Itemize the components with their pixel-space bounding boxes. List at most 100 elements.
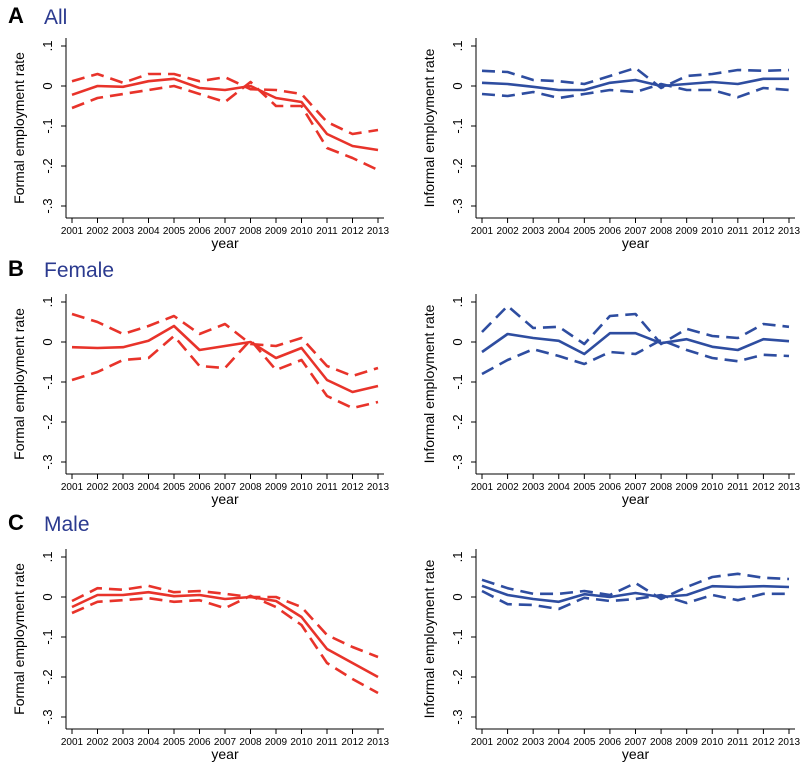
ci-line-a-right-1 xyxy=(481,66,790,90)
y-axis-title-b-left: Formal employment rate xyxy=(11,308,27,460)
chart-a-left: .1 0 -.1 -.2 -.3 2001 2002 2003 2004 2005 2006 2007… xyxy=(11,38,390,251)
ci-line-c-left-2 xyxy=(71,594,379,695)
x-tick-label-c-left: 2009 xyxy=(265,737,288,748)
estimate-line-b-right-0 xyxy=(481,331,790,356)
panel-letter-c: C xyxy=(8,510,24,535)
x-tick-label-c-left: 2007 xyxy=(214,737,237,748)
x-tick-label-a-right: 2004 xyxy=(548,226,571,237)
x-tick-label-a-left: 2003 xyxy=(112,226,135,237)
x-tick-label-b-left: 2013 xyxy=(367,482,390,493)
x-tick-label-c-right: 2013 xyxy=(778,737,801,748)
x-tick-label-c-right: 2007 xyxy=(624,737,647,748)
x-tick-label-b-right: 2001 xyxy=(471,482,494,493)
x-tick-label-b-right: 2008 xyxy=(650,482,673,493)
y-tick-label-b-right: 0 xyxy=(450,338,465,345)
y-tick-label-c-left: -.3 xyxy=(40,709,55,724)
x-axis-title-b-left: year xyxy=(211,491,239,507)
y-tick-label-c-left: -.1 xyxy=(40,629,55,644)
x-tick-label-b-left: 2009 xyxy=(265,482,288,493)
y-tick-label-c-left: 0 xyxy=(40,593,55,600)
x-tick-label-b-left: 2002 xyxy=(86,482,109,493)
x-tick-label-a-right: 2001 xyxy=(471,226,494,237)
y-axis-title-c-right: Informal employment rate xyxy=(421,559,437,718)
x-tick-label-a-right: 2009 xyxy=(676,226,699,237)
x-tick-label-c-right: 2010 xyxy=(701,737,724,748)
estimate-line-a-right-0 xyxy=(481,77,789,92)
panel-title-c: Male xyxy=(44,513,90,536)
y-tick-label-c-right: -.2 xyxy=(450,669,465,684)
ci-line-b-right-2 xyxy=(481,338,790,376)
chart-a-right: .1 0 -.1 -.2 -.3 2001 2002 2003 2004 2005 2006 2007… xyxy=(421,38,801,251)
x-axis-title-b-right: year xyxy=(622,491,650,507)
y-tick-label-b-left: -.2 xyxy=(40,414,55,429)
panel-title-b: Female xyxy=(44,259,114,282)
x-tick-label-a-left: 2008 xyxy=(239,226,262,237)
panel-letter-b: B xyxy=(8,256,24,281)
panel-letter-a: A xyxy=(8,3,24,28)
x-tick-label-b-left: 2010 xyxy=(290,482,313,493)
x-tick-label-c-right: 2012 xyxy=(752,737,775,748)
x-axis-title-c-left: year xyxy=(211,746,239,762)
x-tick-label-c-left: 2012 xyxy=(341,737,364,748)
estimate-line-c-right-0 xyxy=(481,584,790,604)
x-tick-label-c-left: 2004 xyxy=(137,737,160,748)
y-tick-label-b-left: .1 xyxy=(40,297,55,308)
y-tick-label-a-left: .1 xyxy=(40,41,55,52)
x-tick-label-b-right: 2011 xyxy=(727,482,749,493)
ci-line-b-left-2 xyxy=(71,334,379,410)
x-tick-label-b-left: 2007 xyxy=(214,482,237,493)
x-tick-label-a-right: 2011 xyxy=(727,226,749,237)
x-tick-label-b-right: 2013 xyxy=(778,482,801,493)
x-tick-label-a-left: 2006 xyxy=(188,226,211,237)
x-tick-label-c-left: 2006 xyxy=(188,737,211,748)
estimate-line-a-left-0 xyxy=(71,77,379,152)
x-tick-label-b-right: 2004 xyxy=(548,482,571,493)
x-tick-label-c-right: 2001 xyxy=(471,737,494,748)
x-tick-label-c-left: 2013 xyxy=(367,737,390,748)
chart-c-left: .1 0 -.1 -.2 -.3 2001 2002 2003 2004 2005 2006 2007… xyxy=(11,549,390,762)
x-tick-label-c-left: 2002 xyxy=(86,737,109,748)
x-tick-label-c-left: 2008 xyxy=(239,737,262,748)
ci-line-b-right-1 xyxy=(481,304,790,346)
y-tick-label-a-left: -.1 xyxy=(40,118,55,133)
x-tick-label-c-right: 2009 xyxy=(676,737,699,748)
ci-line-b-left-1 xyxy=(71,312,379,378)
y-axis-title-b-right: Informal employment rate xyxy=(421,304,437,463)
x-tick-label-c-right: 2005 xyxy=(573,737,596,748)
ci-line-a-left-2 xyxy=(71,80,379,172)
x-tick-label-c-left: 2001 xyxy=(61,737,84,748)
y-tick-label-b-right: -.3 xyxy=(450,454,465,469)
y-axis-title-a-left: Formal employment rate xyxy=(11,52,27,204)
x-tick-label-b-left: 2005 xyxy=(163,482,186,493)
estimate-line-b-left-0 xyxy=(71,324,379,394)
x-tick-label-c-right: 2011 xyxy=(727,737,749,748)
y-tick-label-c-right: 0 xyxy=(450,593,465,600)
x-tick-label-a-left: 2011 xyxy=(316,226,338,237)
x-tick-label-c-right: 2003 xyxy=(522,737,545,748)
x-tick-label-a-right: 2005 xyxy=(573,226,596,237)
x-tick-label-c-left: 2005 xyxy=(163,737,186,748)
x-tick-label-a-left: 2012 xyxy=(341,226,364,237)
x-tick-label-a-left: 2009 xyxy=(265,226,288,237)
y-tick-label-a-right: .1 xyxy=(450,41,465,52)
x-tick-label-b-right: 2006 xyxy=(599,482,622,493)
x-tick-label-a-right: 2007 xyxy=(624,226,647,237)
x-tick-label-c-left: 2003 xyxy=(112,737,135,748)
y-tick-label-b-left: 0 xyxy=(40,338,55,345)
chart-b-left: .1 0 -.1 -.2 -.3 2001 2002 2003 2004 2005 2006 2007… xyxy=(11,294,390,507)
y-tick-label-a-right: 0 xyxy=(450,82,465,89)
x-tick-label-a-left: 2002 xyxy=(86,226,109,237)
y-tick-label-b-right: .1 xyxy=(450,297,465,308)
x-tick-label-a-right: 2003 xyxy=(522,226,545,237)
ci-line-a-left-1 xyxy=(71,72,379,136)
y-tick-label-c-left: .1 xyxy=(40,552,55,563)
x-tick-label-c-right: 2008 xyxy=(650,737,673,748)
x-axis-title-c-right: year xyxy=(622,746,650,762)
x-tick-label-a-right: 2012 xyxy=(752,226,775,237)
x-tick-label-c-left: 2010 xyxy=(290,737,313,748)
estimate-line-c-left-0 xyxy=(71,590,379,679)
x-tick-label-a-right: 2008 xyxy=(650,226,673,237)
x-tick-label-a-right: 2006 xyxy=(599,226,622,237)
